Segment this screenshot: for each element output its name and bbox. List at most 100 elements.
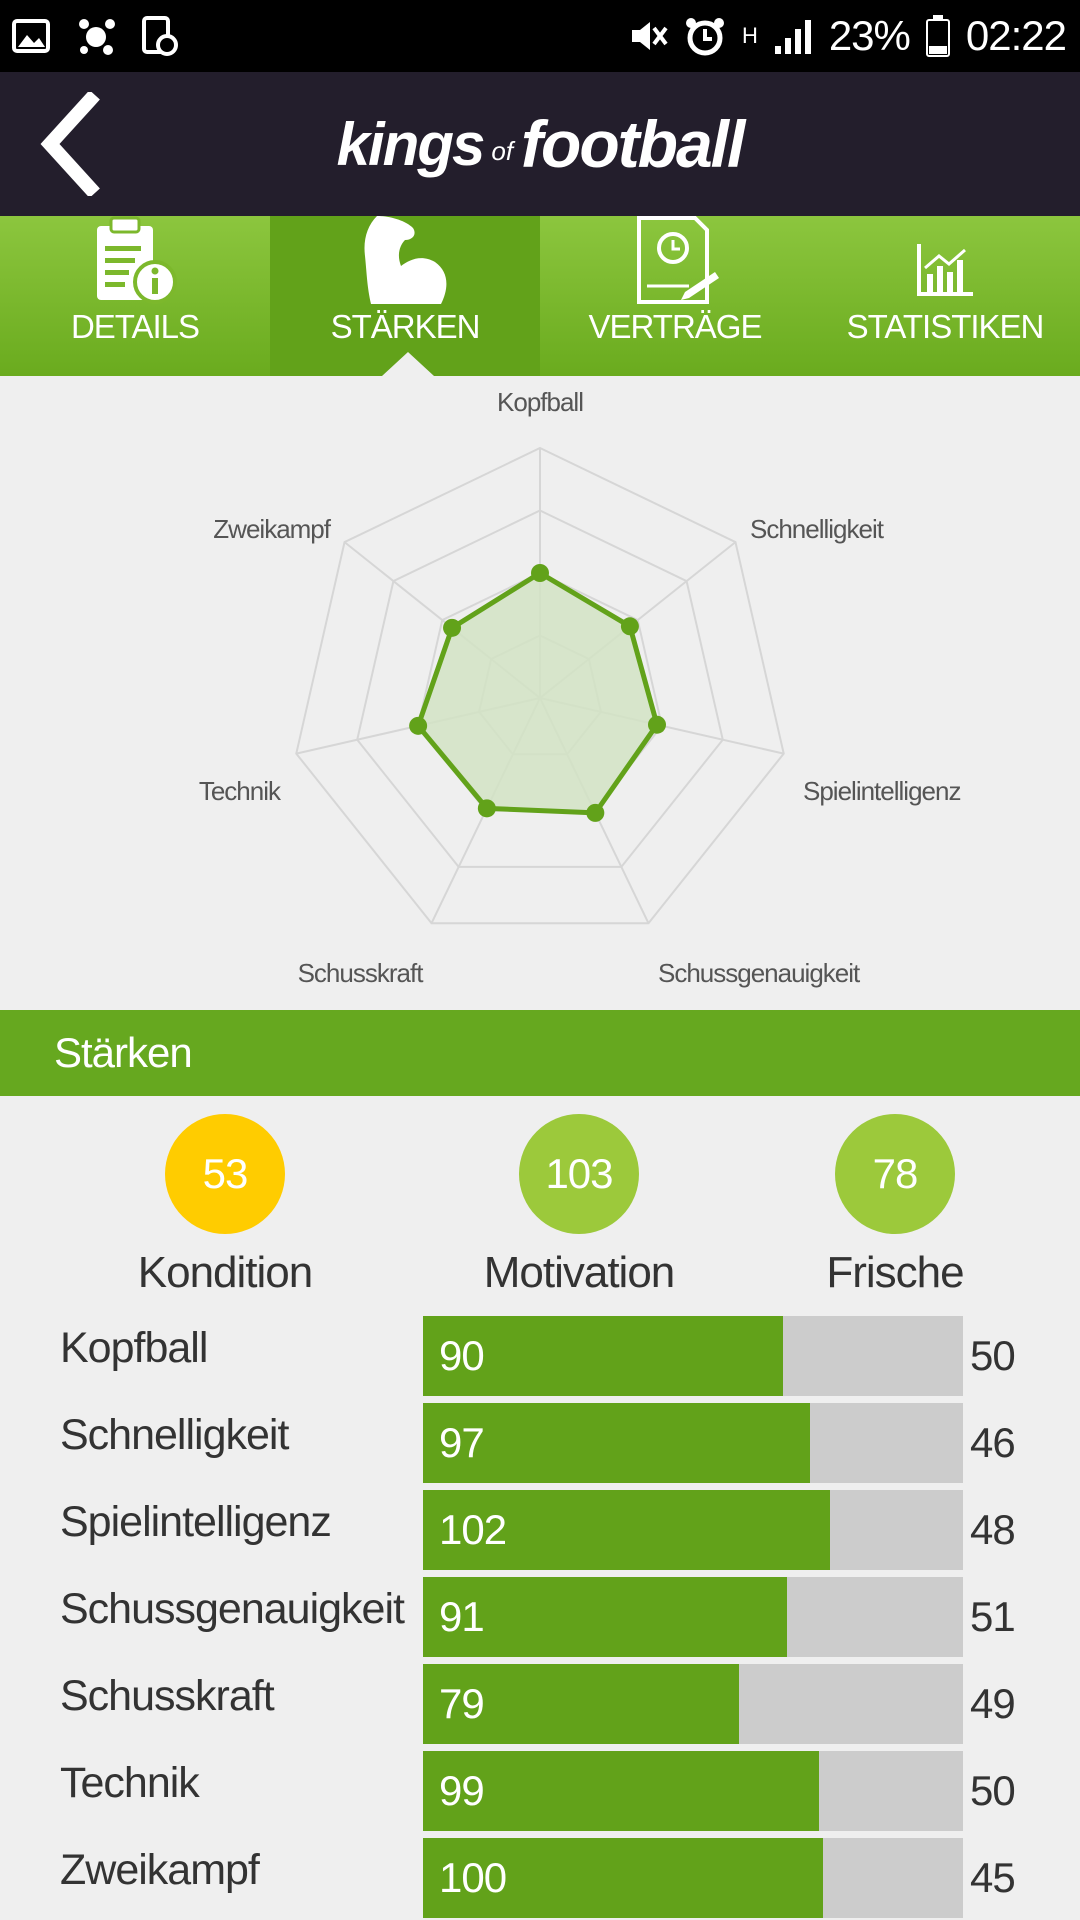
strength-value: 100 <box>439 1854 507 1901</box>
signal-icon <box>773 16 813 56</box>
radar-data-point <box>620 617 639 636</box>
radar-data-point <box>647 715 666 734</box>
radar-axis-label: Schussgenauigkeit <box>658 958 860 988</box>
stat-circle: 78 <box>835 1114 955 1234</box>
strength-bar-fill <box>423 1403 810 1483</box>
radar-data-point <box>443 618 462 637</box>
radar-data-point <box>477 799 496 818</box>
strength-secondary-value: 50 <box>970 1767 1016 1814</box>
logo-of: of <box>491 135 514 166</box>
radar-data-point <box>586 803 605 822</box>
strength-row: Technik 99 50 <box>0 1751 1080 1831</box>
alarm-icon <box>684 15 726 57</box>
app-icon <box>76 16 116 56</box>
radar-data-point <box>531 564 549 582</box>
tab-statistiken[interactable]: STATISTIKEN <box>810 216 1080 376</box>
radar-data-point <box>409 716 428 735</box>
strength-label: Schussgenauigkeit <box>60 1585 405 1633</box>
status-bar: H 23% 02:22 <box>0 0 1080 72</box>
battery-icon <box>925 15 950 57</box>
tab-bar: DETAILS STÄRKEN VERTRÄGE STATISTIKEN <box>0 216 1080 376</box>
strength-bar-track: 99 <box>423 1751 963 1831</box>
radar-axis-label: Schnelligkeit <box>750 514 884 544</box>
radar-chart-svg <box>295 446 785 925</box>
app-bar: kings of football <box>0 72 1080 216</box>
strength-bar-fill <box>423 1664 739 1744</box>
radar-chart: Kopfball Schnelligkeit Spielintelligenz Sch… <box>0 376 1080 1010</box>
stat-kondition: 53 Kondition <box>105 1114 345 1298</box>
strength-bar-fill <box>423 1316 783 1396</box>
strength-row: Zweikampf 100 45 <box>0 1838 1080 1918</box>
app-logo: kings of football <box>0 72 1080 216</box>
strength-row: Spielintelligenz 102 48 <box>0 1490 1080 1570</box>
strength-bar-track: 79 <box>423 1664 963 1744</box>
strength-label: Spielintelligenz <box>60 1498 332 1546</box>
tab-starken-label: STÄRKEN <box>330 308 481 345</box>
strength-secondary-value: 51 <box>970 1593 1016 1640</box>
statistics-icon <box>810 216 1080 308</box>
tab-statistiken-label: STATISTIKEN <box>846 308 1045 345</box>
radar-grid-ring <box>356 509 724 868</box>
strength-bar-track: 90 <box>423 1316 963 1396</box>
stat-frische: 78 Frische <box>775 1114 1015 1298</box>
tab-vertrage-label: VERTRÄGE <box>588 308 763 345</box>
radar-series-area <box>415 570 660 816</box>
strength-row: Schussgenauigkeit 91 51 <box>0 1577 1080 1657</box>
strength-label: Technik <box>60 1759 200 1807</box>
stat-circle: 53 <box>165 1114 285 1234</box>
strength-label: Kopfball <box>60 1324 208 1372</box>
network-type: H <box>741 23 758 48</box>
stat-circle: 103 <box>519 1114 639 1234</box>
strength-secondary-value: 48 <box>970 1506 1016 1553</box>
strength-bar-track: 102 <box>423 1490 963 1570</box>
strength-icon <box>270 216 540 308</box>
stat-label: Kondition <box>137 1248 313 1297</box>
strength-bar-fill <box>423 1751 819 1831</box>
strength-bar-track: 91 <box>423 1577 963 1657</box>
strength-bar-fill <box>423 1577 787 1657</box>
strength-secondary-value: 49 <box>970 1680 1016 1727</box>
strength-bar-track: 97 <box>423 1403 963 1483</box>
details-icon <box>0 216 270 308</box>
strength-label: Schnelligkeit <box>60 1411 289 1459</box>
contract-icon <box>540 216 810 308</box>
strength-row: Kopfball 90 50 <box>0 1316 1080 1396</box>
strength-row: Schnelligkeit 97 46 <box>0 1403 1080 1483</box>
radar-axis-label: Technik <box>198 776 281 806</box>
strength-secondary-value: 46 <box>970 1419 1016 1466</box>
gallery-icon <box>12 19 50 53</box>
stat-motivation: 103 Motivation <box>459 1114 699 1298</box>
strength-value: 91 <box>439 1593 485 1640</box>
status-bar-left <box>12 14 178 58</box>
stat-label: Motivation <box>483 1248 676 1297</box>
strength-value: 99 <box>439 1767 485 1814</box>
strength-value: 102 <box>439 1506 507 1553</box>
tab-details[interactable]: DETAILS <box>0 216 270 376</box>
tab-details-label: DETAILS <box>70 308 200 345</box>
section-title: Stärken <box>0 1010 1080 1096</box>
screen-record-icon <box>142 16 178 56</box>
tab-vertrage[interactable]: VERTRÄGE <box>540 216 810 376</box>
strength-value: 90 <box>439 1332 485 1379</box>
radar-axis-label: Zweikampf <box>213 514 331 544</box>
radar-axis-label: Kopfball <box>497 387 584 417</box>
back-arrow-icon <box>40 90 100 198</box>
strength-secondary-value: 50 <box>970 1332 1016 1379</box>
radar-axis-label: Spielintelligenz <box>803 776 961 806</box>
mute-icon <box>628 16 668 56</box>
radar-axis-label: Schusskraft <box>297 958 424 988</box>
strength-bar-track: 100 <box>423 1838 963 1918</box>
strength-secondary-value: 45 <box>970 1854 1016 1901</box>
strength-label: Zweikampf <box>60 1846 260 1894</box>
strength-value: 79 <box>439 1680 485 1727</box>
logo-football: football <box>521 107 745 181</box>
strength-bar-fill <box>423 1838 823 1918</box>
tab-starken[interactable]: STÄRKEN <box>270 216 540 376</box>
strength-row: Schusskraft 79 49 <box>0 1664 1080 1744</box>
back-button[interactable] <box>38 90 102 198</box>
radar-grid-ring <box>295 446 785 925</box>
logo-kings: kings <box>336 110 486 178</box>
status-bar-right: H 23% 02:22 <box>628 0 1067 72</box>
clock: 02:22 <box>965 12 1067 59</box>
stat-label: Frische <box>826 1248 964 1297</box>
